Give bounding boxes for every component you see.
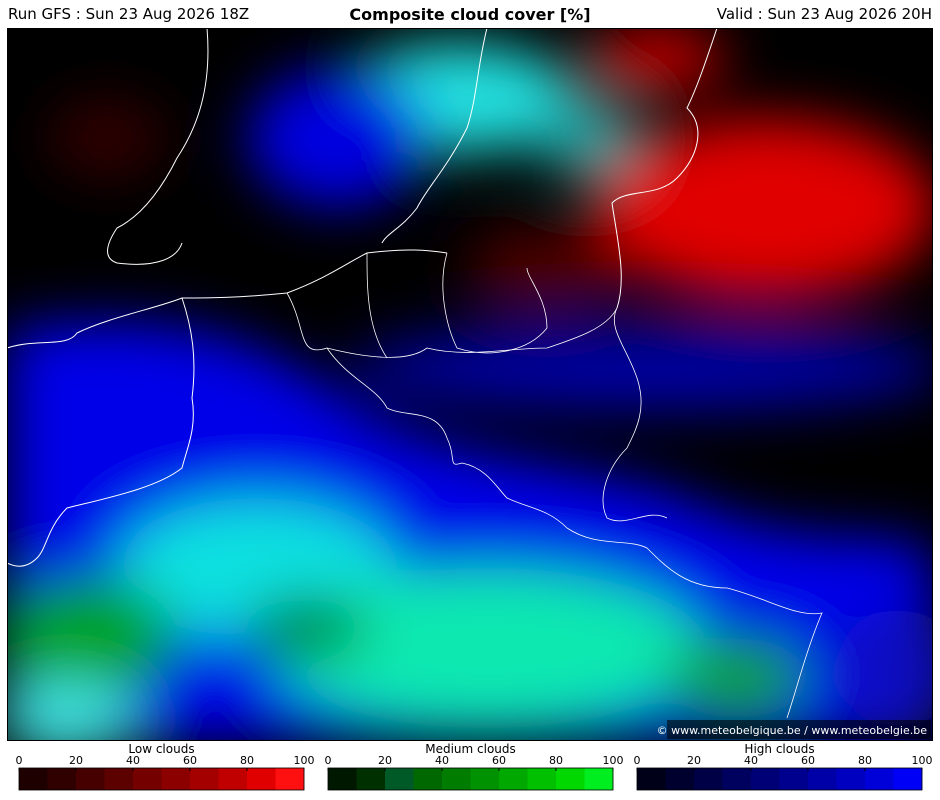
color-step [836, 768, 866, 790]
tick-label: 60 [492, 754, 506, 767]
valid-label: Valid : Sun 23 Aug 2026 20H [716, 5, 932, 23]
color-step [247, 768, 276, 790]
tick-label: 20 [378, 754, 392, 767]
attribution: © www.meteobelgique.be / www.meteobelgie… [657, 724, 928, 737]
color-step [637, 768, 666, 790]
color-step [499, 768, 528, 790]
color-step [556, 768, 585, 790]
color-step [356, 768, 386, 790]
color-step [385, 768, 414, 790]
tick-label: 0 [325, 754, 332, 767]
color-step [413, 768, 443, 790]
color-step [470, 768, 500, 790]
color-step [19, 768, 48, 790]
color-step [442, 768, 471, 790]
color-step [722, 768, 752, 790]
color-step [76, 768, 105, 790]
map-title: Composite cloud cover [%] [349, 5, 591, 24]
color-step [808, 768, 837, 790]
color-step [133, 768, 162, 790]
legend-title: Low clouds [128, 742, 194, 756]
map: © www.meteobelgique.be / www.meteobelgie… [7, 28, 933, 741]
tick-label: 0 [16, 754, 23, 767]
tick-label: 100 [912, 754, 933, 767]
tick-label: 100 [294, 754, 315, 767]
color-step [190, 768, 219, 790]
color-step [527, 768, 557, 790]
legends: Low clouds 0 20 40 60 80 100 Medium clouds 0 20 40… [16, 742, 933, 791]
color-step [275, 768, 305, 790]
color-step [328, 768, 357, 790]
tick-label: 60 [801, 754, 815, 767]
color-step [584, 768, 614, 790]
legend-title: Medium clouds [425, 742, 516, 756]
tick-label: 40 [126, 754, 140, 767]
tick-label: 60 [183, 754, 197, 767]
color-step [779, 768, 809, 790]
borders [286, 252, 823, 719]
tick-label: 40 [435, 754, 449, 767]
color-step [865, 768, 894, 790]
tick-label: 20 [687, 754, 701, 767]
color-step [104, 768, 134, 790]
run-label: Run GFS : Sun 23 Aug 2026 18Z [8, 5, 250, 23]
coastlines [8, 29, 718, 567]
tick-label: 100 [603, 754, 624, 767]
tick-label: 80 [549, 754, 563, 767]
color-step [47, 768, 77, 790]
colorbar-frame [18, 767, 305, 791]
colorbar-frame [327, 767, 614, 791]
color-step [751, 768, 780, 790]
tick-label: 80 [858, 754, 872, 767]
cloud-field [8, 29, 932, 740]
color-step [665, 768, 695, 790]
tick-label: 0 [634, 754, 641, 767]
tick-label: 40 [744, 754, 758, 767]
tick-label: 80 [240, 754, 254, 767]
color-step [694, 768, 723, 790]
tick-label: 20 [69, 754, 83, 767]
color-step [161, 768, 191, 790]
colorbar-frame [636, 767, 923, 791]
legend-title: High clouds [744, 742, 814, 756]
color-step [218, 768, 248, 790]
color-step [893, 768, 923, 790]
